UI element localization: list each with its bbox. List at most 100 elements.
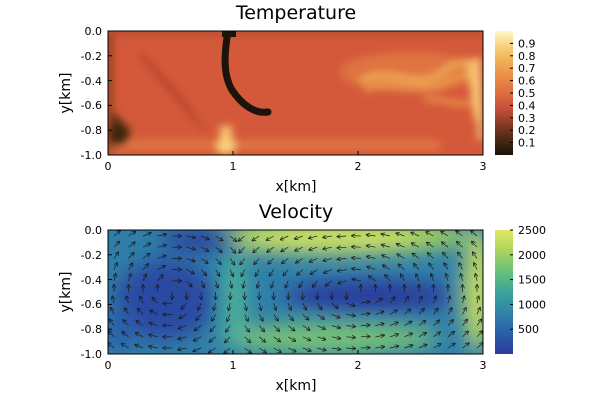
velocity-arrow [346,303,354,306]
velocity-arrow [389,322,398,326]
colorbar-tick-label: 0.9 [518,37,536,50]
colorbar-tick-label: 2000 [518,249,546,262]
velocity-arrow [346,348,355,349]
temperature-axes-frame [107,30,484,156]
velocity-arrow [360,325,370,326]
velocity-arrow [243,280,245,288]
velocity-arrow [157,245,167,247]
velocity-arrow [110,319,115,326]
velocity-arrow [288,325,294,331]
velocity-arrow [375,324,384,326]
velocity-arrow [331,326,340,328]
velocity-arrow [212,314,216,320]
velocity-arrow [283,269,289,276]
velocity-arrow [366,235,376,236]
velocity-arrow [302,303,307,310]
velocity-arrow [239,246,245,253]
velocity-arrow [338,270,347,271]
velocity-arrow [389,310,397,315]
velocity-arrow [346,337,355,338]
colorbar-tick-label: 0.7 [518,62,536,75]
velocity-colorbar-ticks: 500 1000 1500 2000 2500 [510,224,546,336]
velocity-arrow [149,335,158,337]
temperature-colorbar-bar [495,31,513,155]
velocity-arrow [215,235,223,241]
velocity-arrow [186,280,192,287]
velocity-arrow [267,246,274,252]
velocity-arrow [309,246,318,250]
velocity-arrow [431,274,433,281]
x-tick-label: 1 [230,359,237,372]
velocity-arrow [367,267,376,270]
velocity-arrow [473,252,478,259]
temperature-x-axis-label: x[km] [276,179,317,195]
velocity-arrow [254,258,260,264]
velocity-arrow [200,246,208,251]
y-tick-label: -0.4 [81,274,102,287]
velocity-arrow [229,269,233,277]
velocity-arrow [229,246,235,253]
velocity-arrow [282,258,289,263]
x-tick-label: 3 [480,160,487,173]
velocity-arrow [331,337,341,339]
velocity-arrow [401,274,405,281]
velocity-arrow [229,303,231,310]
y-tick-label: -0.6 [81,298,102,311]
velocity-arrow [142,233,151,237]
velocity-arrow [472,241,478,248]
velocity-arrow [288,303,291,310]
velocity-arrow [186,258,195,261]
velocity-arrow [375,298,382,304]
velocity-arrow [375,347,384,348]
y-tick-label: -0.4 [81,75,102,88]
y-tick-label: -0.8 [81,323,102,336]
velocity-arrow [476,331,482,338]
velocity-arrow [309,236,318,238]
velocity-arrow [129,274,131,281]
velocity-arrow [113,263,117,270]
velocity-arrow [331,302,338,308]
velocity-arrow [215,269,220,276]
velocity-arrow [213,303,215,310]
velocity-arrow [244,314,248,321]
temperature-panel: Temperature [58,2,536,195]
velocity-arrow [382,255,391,259]
velocity-arrow [109,331,115,338]
velocity-arrow [346,326,355,327]
velocity-arrow [230,280,232,288]
velocity-arrow [375,311,383,315]
velocity-arrow [157,234,167,236]
colorbar-tick-label: 500 [518,323,539,336]
velocity-arrow [418,344,427,349]
velocity-y-ticks: 0.0 -0.2 -0.4 -0.6 -0.8 -1.0 [81,224,112,361]
velocity-arrow [302,347,311,351]
velocity-arrow [273,314,278,320]
velocity-arrow [178,348,187,350]
velocity-arrow [404,321,411,326]
velocity-arrow [258,314,263,321]
velocity-arrow [427,242,434,248]
temperature-y-axis-label: y[km] [58,73,74,114]
temperature-title: Temperature [235,2,356,24]
velocity-arrow [477,296,479,304]
velocity-arrow [113,252,118,259]
velocity-arrow [244,325,250,332]
velocity-arrow [389,334,398,337]
velocity-arrow [142,254,150,259]
velocity-arrow [194,336,202,341]
velocity-arrow [443,253,449,259]
temperature-heatmap [108,31,483,155]
velocity-arrow [447,320,453,326]
y-tick-label: -0.2 [81,249,102,262]
velocity-arrow [273,347,281,352]
velocity-arrow [126,296,128,304]
velocity-arrow [442,242,449,248]
velocity-x-axis-label: x[km] [276,378,317,394]
velocity-arrow [241,269,245,277]
velocity-arrow [447,332,454,338]
velocity-arrow [186,247,196,249]
velocity-arrow [433,320,439,326]
velocity-arrow [253,246,260,252]
velocity-arrow [142,264,148,270]
